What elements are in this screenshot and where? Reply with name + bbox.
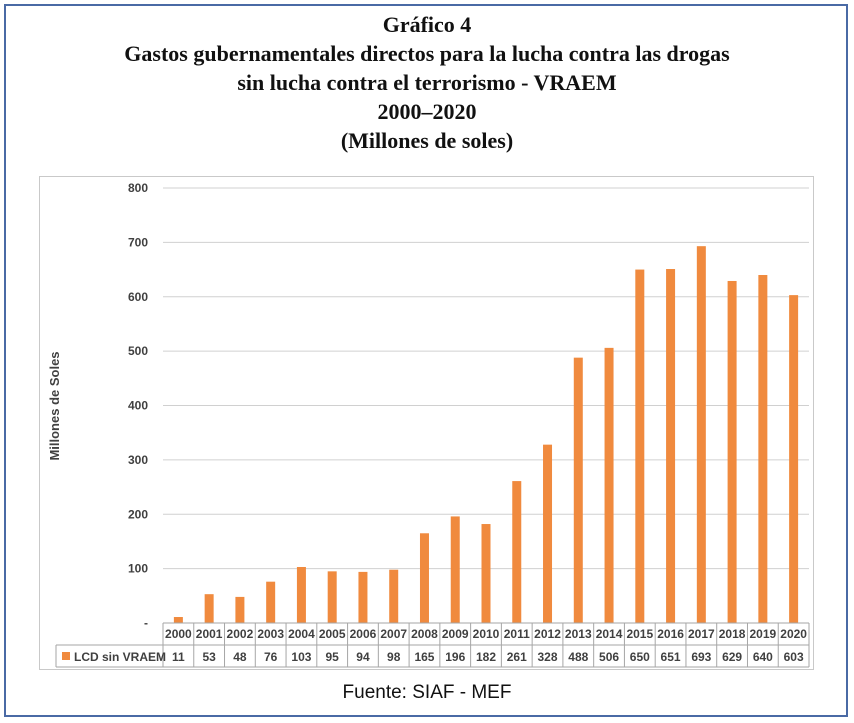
legend-label: LCD sin VRAEM [74,650,166,664]
x-tick-label: 2001 [196,627,223,641]
data-label: 506 [599,650,619,664]
x-tick-label: 2014 [596,627,623,641]
bar [573,357,583,623]
bar [727,280,737,623]
x-tick-label: 2018 [719,627,746,641]
data-label: 693 [691,650,711,664]
x-tick-label: 2010 [473,627,500,641]
data-label: 48 [233,650,247,664]
bar [635,269,645,623]
x-tick-label: 2004 [288,627,315,641]
data-label: 103 [291,650,311,664]
data-label: 629 [722,650,742,664]
bar [358,571,368,623]
bar [543,444,553,623]
data-label: 165 [414,650,434,664]
x-tick-label: 2019 [750,627,777,641]
data-label: 98 [387,650,401,664]
x-tick-label: 2017 [688,627,715,641]
bar [696,246,706,623]
y-tick-label: - [144,616,148,630]
x-tick-label: 2000 [165,627,192,641]
x-tick-label: 2012 [534,627,561,641]
data-label: 53 [202,650,216,664]
title-line-5: (Millones de soles) [340,128,514,153]
bar [266,581,276,623]
data-label: 640 [753,650,773,664]
bar [512,481,522,623]
y-tick-label: 700 [128,235,148,249]
title-line-1: Gráfico 4 [382,12,472,37]
bar [327,571,337,623]
bar [450,516,460,623]
y-axis-label: Millones de Soles [47,351,62,460]
y-tick-label: 200 [128,507,148,521]
x-tick-label: 2016 [657,627,684,641]
data-label: 488 [568,650,588,664]
data-label: 11 [172,650,185,664]
bar [204,594,214,623]
bar [389,569,399,623]
data-label: 650 [630,650,650,664]
data-label: 76 [264,650,278,664]
title-line-2: Gastos gubernamentales directos para la … [124,41,730,66]
y-tick-label: 100 [128,562,148,576]
bar [235,596,245,623]
x-tick-label: 2002 [227,627,254,641]
bar [296,566,306,623]
bar [173,617,183,623]
data-label: 328 [538,650,558,664]
data-label: 182 [476,650,496,664]
bar [789,295,799,623]
x-tick-label: 2013 [565,627,592,641]
y-tick-label: 400 [128,399,148,413]
y-tick-label: 600 [128,290,148,304]
bar [481,524,491,623]
y-tick-label: 300 [128,453,148,467]
x-tick-label: 2008 [411,627,438,641]
x-tick-label: 2011 [504,627,530,641]
legend-key [62,652,70,660]
bar [419,533,429,623]
data-label: 95 [326,650,340,664]
source-note: Fuente: SIAF - MEF [342,682,512,703]
bar [604,347,614,623]
data-label: 261 [507,650,527,664]
x-tick-label: 2003 [257,627,284,641]
bar [758,275,768,623]
data-label: 94 [356,650,370,664]
data-label: 196 [445,650,465,664]
chart-title: Gráfico 4 Gastos gubernamentales directo… [0,10,854,155]
x-tick-label: 2015 [626,627,653,641]
x-tick-label: 2005 [319,627,346,641]
title-line-3: sin lucha contra el terrorismo - VRAEM [237,70,617,95]
x-tick-label: 2007 [380,627,407,641]
figure-frame [4,4,848,717]
data-label: 651 [661,650,681,664]
y-tick-label: 500 [128,344,148,358]
bar [666,269,676,623]
x-tick-label: 2009 [442,627,469,641]
title-line-4: 2000–2020 [377,99,477,124]
x-tick-label: 2006 [350,627,377,641]
data-label: 603 [784,650,804,664]
x-tick-label: 2020 [780,627,807,641]
y-tick-label: 800 [128,181,148,195]
